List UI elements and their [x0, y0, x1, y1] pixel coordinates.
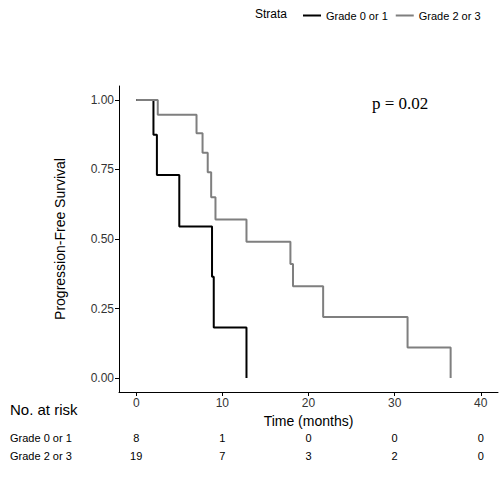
svg-text:Grade 0 or 1: Grade 0 or 1	[326, 10, 388, 22]
svg-text:Strata: Strata	[255, 7, 287, 21]
svg-text:40: 40	[474, 396, 488, 410]
svg-text:2: 2	[392, 450, 398, 462]
svg-text:19: 19	[130, 450, 142, 462]
svg-text:0.50: 0.50	[91, 232, 115, 246]
svg-text:1: 1	[219, 432, 225, 444]
svg-text:Grade 0 or 1: Grade 0 or 1	[10, 432, 72, 444]
svg-text:0.00: 0.00	[91, 371, 115, 385]
svg-text:Time (months): Time (months)	[264, 413, 354, 429]
svg-text:0: 0	[478, 432, 484, 444]
svg-text:0.25: 0.25	[91, 302, 115, 316]
svg-text:10: 10	[216, 396, 230, 410]
svg-text:0: 0	[305, 432, 311, 444]
svg-text:30: 30	[388, 396, 402, 410]
svg-text:Grade 2 or 3: Grade 2 or 3	[419, 10, 481, 22]
svg-text:0: 0	[133, 396, 140, 410]
svg-text:Grade 2 or 3: Grade 2 or 3	[10, 450, 72, 462]
svg-text:20: 20	[302, 396, 316, 410]
svg-text:p = 0.02: p = 0.02	[372, 94, 428, 113]
svg-text:8: 8	[133, 432, 139, 444]
svg-text:7: 7	[219, 450, 225, 462]
svg-text:3: 3	[305, 450, 311, 462]
svg-text:No. at risk: No. at risk	[10, 401, 78, 418]
svg-text:0.75: 0.75	[91, 162, 115, 176]
svg-text:0: 0	[392, 432, 398, 444]
svg-text:Progression-Free Survival: Progression-Free Survival	[52, 158, 68, 320]
svg-text:0: 0	[478, 450, 484, 462]
svg-text:1.00: 1.00	[91, 93, 115, 107]
